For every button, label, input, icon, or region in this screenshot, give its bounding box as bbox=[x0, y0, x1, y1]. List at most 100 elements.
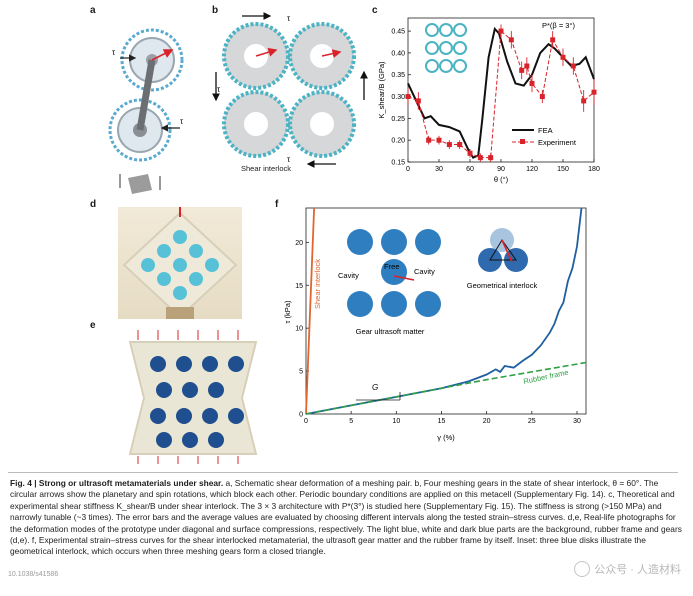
photo-diagonal-compression bbox=[118, 207, 242, 319]
experiment-point bbox=[539, 94, 545, 100]
x-tick-label: 5 bbox=[349, 418, 353, 425]
x-tick-label: 10 bbox=[392, 418, 400, 425]
y-tick-label: 10 bbox=[295, 326, 303, 333]
experiment-point bbox=[524, 63, 530, 69]
y-tick-label: 0.45 bbox=[391, 29, 405, 36]
shear-interlock-line bbox=[305, 207, 316, 415]
connector-arm bbox=[136, 59, 156, 131]
panel-c-chart: 0.15 0.20 0.25 0.30 0.35 0.40 0.45 0 30 60 90 120 1… bbox=[377, 17, 600, 184]
x-tick-label: 150 bbox=[557, 166, 569, 173]
wechat-badge-icon bbox=[574, 561, 591, 577]
x-tick-label: 0 bbox=[406, 166, 410, 173]
shear-interlock-label: Shear interlock bbox=[241, 164, 292, 173]
caption-heading: Fig. 4 | Strong or ultrasoft metamateria… bbox=[10, 478, 224, 488]
y-tick-label: 5 bbox=[299, 369, 303, 376]
panel-label-d: d bbox=[90, 199, 97, 210]
y-tick-label: 0 bbox=[299, 412, 303, 419]
shear-square-icon bbox=[119, 174, 161, 194]
y-tick-label: 20 bbox=[295, 240, 303, 247]
y-tick-label: 0.40 bbox=[391, 50, 405, 57]
g-annotation: G bbox=[372, 383, 378, 392]
panel-f-chart: 0 5 10 15 20 0 5 10 15 20 25 30 τ (kPa) γ (%) Shea… bbox=[283, 207, 587, 442]
experiment-point bbox=[560, 54, 566, 60]
x-tick-label: 0 bbox=[304, 418, 308, 425]
tau-label: τ bbox=[180, 117, 184, 126]
caption-divider bbox=[8, 472, 678, 473]
inset-interlock-icon bbox=[478, 228, 528, 272]
free-label: Free bbox=[384, 262, 399, 271]
gear-grid-icon bbox=[222, 22, 356, 158]
panel-label-f: f bbox=[275, 199, 279, 210]
experiment-point bbox=[591, 89, 597, 95]
legend-experiment: Experiment bbox=[538, 138, 577, 147]
x-tick-label: 30 bbox=[573, 418, 581, 425]
plot-frame bbox=[305, 207, 587, 415]
experiment-point bbox=[581, 98, 587, 104]
y-tick-label: 0.30 bbox=[391, 94, 405, 101]
experiment-point bbox=[426, 137, 432, 143]
panel-a-schematic: τ τ bbox=[108, 28, 184, 194]
experiment-point bbox=[436, 137, 442, 143]
experiment-point bbox=[415, 98, 421, 104]
shear-interlock-annotation: Shear interlock bbox=[313, 259, 322, 309]
experiment-point bbox=[405, 94, 411, 100]
panel-label-a: a bbox=[90, 5, 96, 16]
legend-fea: FEA bbox=[538, 126, 553, 135]
experiment-point bbox=[498, 28, 504, 34]
experiment-point bbox=[570, 63, 576, 69]
panel-label-b: b bbox=[212, 5, 219, 16]
gear-ultrasoft-label: Gear ultrasoft matter bbox=[356, 327, 425, 336]
x-tick-label: 60 bbox=[466, 166, 474, 173]
p-star-annotation: P*(β = 3°) bbox=[542, 21, 575, 30]
x-axis-label: γ (%) bbox=[437, 433, 455, 442]
y-tick-label: 0.35 bbox=[391, 72, 405, 79]
x-axis-label: θ (°) bbox=[494, 175, 509, 184]
tau-label: τ bbox=[287, 155, 291, 164]
experiment-point bbox=[488, 155, 494, 161]
experiment-line bbox=[407, 30, 595, 159]
y-axis-label: K_shear/B (GPa) bbox=[377, 61, 386, 119]
rubber-frame-annotation: Rubber frame bbox=[523, 368, 570, 386]
inset-gear-ultrasoft-icon bbox=[347, 229, 441, 317]
rubber-frame-line bbox=[305, 361, 587, 415]
rotation-arrow-icon bbox=[151, 49, 174, 61]
x-tick-label: 20 bbox=[483, 418, 491, 425]
doi-mark: 10.1038/s41586 bbox=[8, 571, 59, 578]
experiment-point bbox=[508, 37, 514, 43]
panel-label-e: e bbox=[90, 320, 96, 331]
photo-surface-compression bbox=[118, 328, 268, 464]
experiment-point bbox=[519, 67, 525, 73]
y-tick-label: 0.20 bbox=[391, 138, 405, 145]
gear-ultrasoft-line bbox=[305, 207, 583, 415]
watermark: 公众号 · 人造材料 bbox=[574, 561, 681, 577]
experiment-point bbox=[529, 80, 535, 86]
x-tick-label: 180 bbox=[588, 166, 600, 173]
x-tick-label: 90 bbox=[497, 166, 505, 173]
y-tick-label: 15 bbox=[295, 283, 303, 290]
experiment-point bbox=[550, 37, 556, 43]
x-tick-label: 120 bbox=[526, 166, 538, 173]
figure-caption: Fig. 4 | Strong or ultrasoft metamateria… bbox=[10, 478, 682, 558]
tau-label: τ bbox=[112, 48, 116, 57]
experiment-point bbox=[467, 150, 473, 156]
x-tick-label: 15 bbox=[438, 418, 446, 425]
y-tick-label: 0.25 bbox=[391, 116, 405, 123]
tau-label: τ bbox=[217, 85, 221, 94]
experiment-point bbox=[457, 142, 463, 148]
experiment-point bbox=[477, 155, 483, 161]
caption-body: a, Schematic shear deformation of a mesh… bbox=[10, 478, 682, 557]
x-tick-label: 25 bbox=[528, 418, 536, 425]
inset-lattice-icon bbox=[424, 22, 468, 74]
experiment-point bbox=[446, 142, 452, 148]
x-tick-label: 30 bbox=[435, 166, 443, 173]
y-axis-label: τ (kPa) bbox=[283, 300, 292, 323]
tau-label: τ bbox=[287, 14, 291, 23]
cavity-right-label: Cavity bbox=[414, 267, 435, 276]
geometrical-interlock-label: Geometrical interlock bbox=[467, 281, 538, 290]
y-tick-label: 0.15 bbox=[391, 160, 405, 167]
legend: FEA Experiment bbox=[512, 126, 577, 147]
watermark-text: 公众号 · 人造材料 bbox=[594, 564, 681, 576]
cavity-left-label: Cavity bbox=[338, 271, 359, 280]
panel-label-c: c bbox=[372, 5, 378, 16]
panel-b-schematic: τ τ τ bbox=[212, 12, 368, 168]
